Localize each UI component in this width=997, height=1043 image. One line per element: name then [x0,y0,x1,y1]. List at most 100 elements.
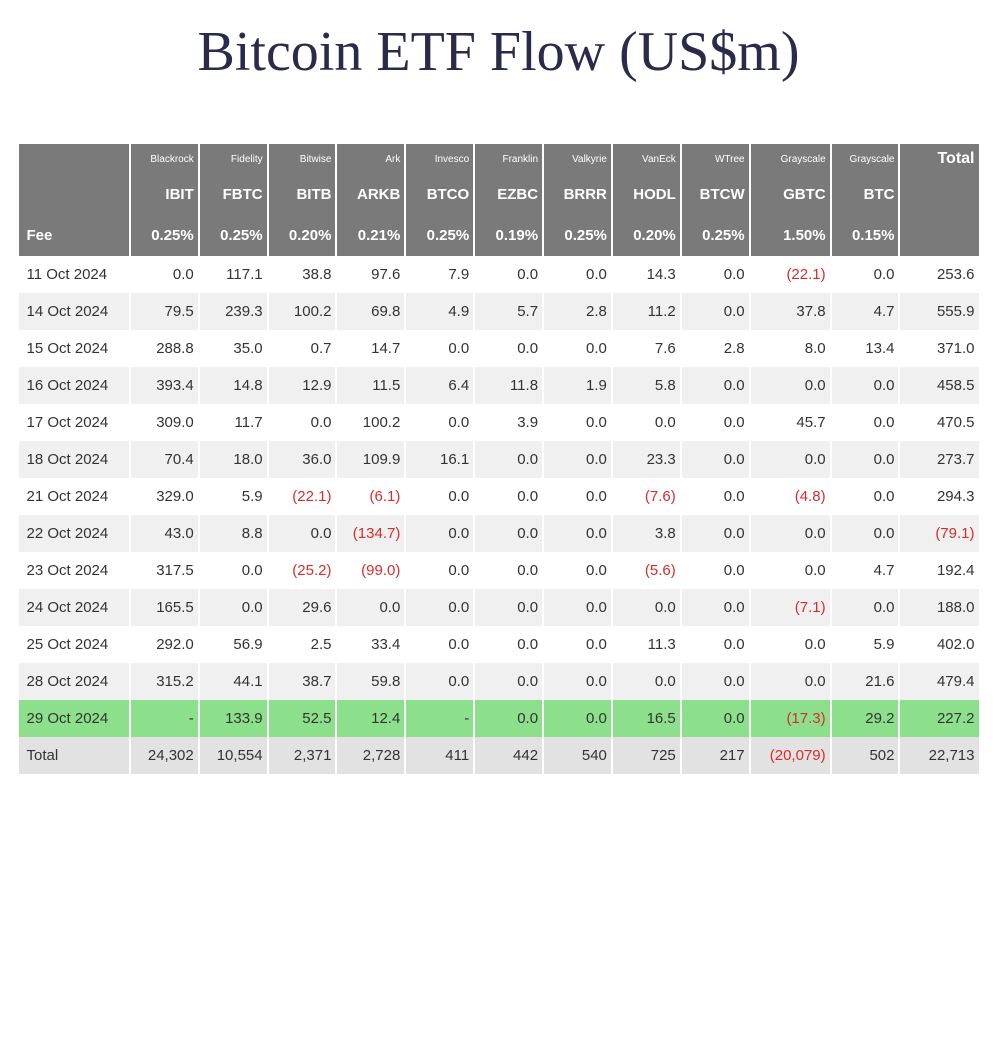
value-cell: (17.3) [750,700,831,737]
date-cell: 29 Oct 2024 [19,700,130,737]
value-cell: 0.0 [336,589,405,626]
col-ticker: GBTC [750,174,831,215]
date-cell: 18 Oct 2024 [19,441,130,478]
value-cell: 37.8 [750,293,831,330]
value-cell: 0.0 [681,293,750,330]
table-row: 22 Oct 202443.08.80.0(134.7)0.00.00.03.8… [19,515,979,552]
total-label: Total [19,737,130,774]
value-cell: 14.3 [612,256,681,293]
value-cell: 402.0 [899,626,978,663]
value-cell: 59.8 [336,663,405,700]
value-cell: 5.9 [199,478,268,515]
col-fee: 0.25% [681,215,750,256]
value-cell: 165.5 [130,589,199,626]
col-fee: 0.21% [336,215,405,256]
value-cell: 11.8 [474,367,543,404]
total-cell: 725 [612,737,681,774]
value-cell: 317.5 [130,552,199,589]
value-cell: - [130,700,199,737]
col-issuer: Invesco [405,144,474,174]
value-cell: 273.7 [899,441,978,478]
col-issuer: Fidelity [199,144,268,174]
col-fee: Fee [19,215,130,256]
total-cell: (20,079) [750,737,831,774]
value-cell: 253.6 [899,256,978,293]
table-row: 15 Oct 2024288.835.00.714.70.00.00.07.62… [19,330,979,367]
col-ticker [19,174,130,215]
value-cell: 11.7 [199,404,268,441]
value-cell: 458.5 [899,367,978,404]
value-cell: 4.7 [831,293,900,330]
value-cell: 0.0 [130,256,199,293]
col-ticker: EZBC [474,174,543,215]
value-cell: 12.9 [268,367,337,404]
table-row: 14 Oct 202479.5239.3100.269.84.95.72.811… [19,293,979,330]
value-cell: 0.0 [474,256,543,293]
value-cell: 6.4 [405,367,474,404]
value-cell: 0.0 [612,404,681,441]
value-cell: 0.0 [831,441,900,478]
value-cell: 0.0 [474,700,543,737]
value-cell: 294.3 [899,478,978,515]
value-cell: 1.9 [543,367,612,404]
value-cell: 0.0 [681,404,750,441]
col-fee: 0.25% [543,215,612,256]
value-cell: 0.0 [543,663,612,700]
col-issuer: WTree [681,144,750,174]
value-cell: 3.8 [612,515,681,552]
date-cell: 23 Oct 2024 [19,552,130,589]
total-cell: 2,371 [268,737,337,774]
value-cell: 11.5 [336,367,405,404]
value-cell: 8.8 [199,515,268,552]
value-cell: 371.0 [899,330,978,367]
total-cell: 540 [543,737,612,774]
col-fee: 0.19% [474,215,543,256]
value-cell: 239.3 [199,293,268,330]
value-cell: 292.0 [130,626,199,663]
value-cell: (22.1) [750,256,831,293]
total-cell: 24,302 [130,737,199,774]
value-cell: 0.0 [199,589,268,626]
value-cell: 0.0 [681,700,750,737]
value-cell: 2.5 [268,626,337,663]
value-cell: 0.0 [543,256,612,293]
date-cell: 14 Oct 2024 [19,293,130,330]
date-cell: 21 Oct 2024 [19,478,130,515]
value-cell: 21.6 [831,663,900,700]
value-cell: 97.6 [336,256,405,293]
value-cell: 0.0 [543,404,612,441]
value-cell: 8.0 [750,330,831,367]
value-cell: 0.0 [750,367,831,404]
value-cell: 0.0 [831,478,900,515]
date-cell: 11 Oct 2024 [19,256,130,293]
value-cell: (99.0) [336,552,405,589]
value-cell: 393.4 [130,367,199,404]
col-issuer: Grayscale [831,144,900,174]
value-cell: 100.2 [336,404,405,441]
col-issuer: Ark [336,144,405,174]
col-ticker: BITB [268,174,337,215]
col-issuer: Valkyrie [543,144,612,174]
table-row: 18 Oct 202470.418.036.0109.916.10.00.023… [19,441,979,478]
value-cell: 0.0 [543,626,612,663]
value-cell: 43.0 [130,515,199,552]
table-row: 23 Oct 2024317.50.0(25.2)(99.0)0.00.00.0… [19,552,979,589]
total-cell: 217 [681,737,750,774]
value-cell: 555.9 [899,293,978,330]
total-cell: 22,713 [899,737,978,774]
col-ticker: BTCW [681,174,750,215]
value-cell: 192.4 [899,552,978,589]
header-issuer-row: BlackrockFidelityBitwiseArkInvescoFrankl… [19,144,979,174]
value-cell: 52.5 [268,700,337,737]
value-cell: 0.0 [750,515,831,552]
value-cell: 0.0 [268,515,337,552]
value-cell: 0.0 [681,441,750,478]
table-row: 16 Oct 2024393.414.812.911.56.411.81.95.… [19,367,979,404]
value-cell: 0.0 [268,404,337,441]
value-cell: 11.3 [612,626,681,663]
date-cell: 16 Oct 2024 [19,367,130,404]
value-cell: 45.7 [750,404,831,441]
value-cell: 0.0 [405,330,474,367]
value-cell: 0.0 [612,663,681,700]
value-cell: 0.0 [612,589,681,626]
